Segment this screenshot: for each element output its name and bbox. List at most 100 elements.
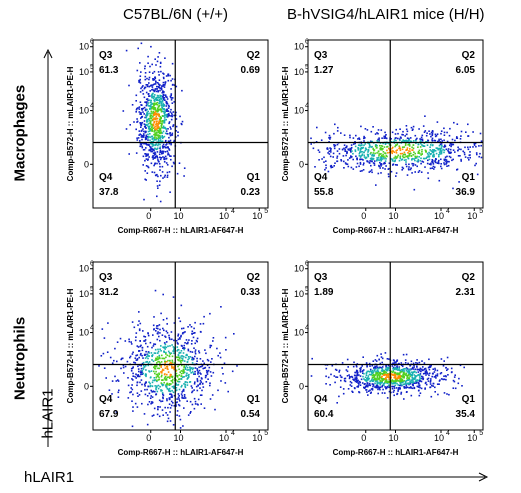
- event-dot: [401, 146, 404, 148]
- event-dot: [186, 354, 188, 356]
- event-dot: [160, 390, 162, 392]
- event-dot: [369, 170, 372, 173]
- event-dot: [416, 155, 418, 158]
- event-dot: [182, 425, 184, 427]
- event-dot: [140, 390, 143, 392]
- event-dot: [408, 145, 411, 147]
- event-dot: [160, 382, 163, 384]
- event-dot: [418, 379, 421, 382]
- event-dot: [165, 102, 168, 105]
- event-dot: [425, 369, 427, 372]
- event-dot: [372, 152, 375, 154]
- event-dot: [153, 117, 155, 119]
- event-dot: [151, 126, 153, 128]
- event-dot: [417, 381, 419, 384]
- event-dot: [435, 158, 437, 160]
- x-tick-label: 10: [434, 211, 444, 221]
- event-dot: [168, 149, 171, 151]
- event-dot: [140, 367, 143, 370]
- event-dot: [336, 143, 339, 146]
- event-dot: [356, 162, 359, 165]
- event-dot: [159, 362, 161, 364]
- event-dot: [189, 400, 192, 403]
- event-dot: [161, 374, 163, 377]
- event-dot: [432, 159, 434, 162]
- event-dot: [205, 369, 208, 372]
- event-dot: [391, 379, 394, 381]
- event-dot: [153, 78, 156, 81]
- event-dot: [400, 384, 402, 387]
- event-dot: [177, 365, 179, 368]
- event-dot: [157, 331, 159, 333]
- event-dot: [386, 369, 389, 372]
- event-dot: [368, 377, 370, 380]
- event-dot: [408, 150, 410, 152]
- event-dot: [177, 393, 180, 395]
- y-tick-exponent: 4: [305, 325, 309, 332]
- event-dot: [147, 166, 150, 169]
- event-dot: [439, 372, 442, 375]
- event-dot: [373, 376, 375, 379]
- event-dot: [334, 123, 336, 126]
- event-dot: [140, 370, 142, 372]
- event-dot: [452, 158, 454, 161]
- event-dot: [136, 375, 139, 378]
- event-dot: [165, 115, 168, 118]
- event-dot: [143, 120, 146, 122]
- event-dot: [163, 86, 166, 88]
- event-dot: [374, 365, 377, 368]
- event-dot: [371, 378, 373, 381]
- event-dot: [403, 153, 406, 156]
- event-dot: [375, 370, 377, 373]
- event-dot: [153, 83, 156, 85]
- event-dot: [169, 420, 172, 422]
- event-dot: [135, 377, 137, 379]
- event-dot: [181, 332, 184, 335]
- event-dot: [173, 162, 175, 165]
- event-dot: [390, 391, 392, 394]
- event-dot: [454, 374, 456, 376]
- event-dot: [427, 156, 429, 158]
- event-dot: [408, 382, 411, 384]
- event-dot: [349, 134, 351, 137]
- event-dot: [146, 172, 149, 174]
- event-dot: [175, 404, 177, 406]
- event-dot: [152, 78, 154, 80]
- event-dot: [169, 95, 172, 98]
- event-dot: [352, 365, 355, 368]
- event-dot: [202, 386, 205, 388]
- event-dot: [405, 387, 407, 389]
- event-dot: [166, 332, 169, 334]
- event-dot: [438, 144, 441, 147]
- event-dot: [150, 112, 153, 114]
- event-dot: [187, 326, 189, 328]
- event-dot: [152, 127, 154, 129]
- event-dot: [363, 135, 365, 138]
- event-dot: [393, 385, 395, 388]
- event-dot: [225, 349, 227, 351]
- event-dot: [120, 358, 122, 361]
- event-dot: [182, 397, 184, 399]
- event-dot: [323, 161, 325, 163]
- event-dot: [403, 379, 405, 382]
- event-dot: [165, 353, 167, 355]
- event-dot: [421, 360, 423, 362]
- event-dot: [378, 153, 380, 155]
- event-dot: [436, 133, 439, 135]
- event-dot: [147, 362, 150, 364]
- event-dot: [162, 85, 164, 87]
- event-dot: [377, 132, 379, 135]
- event-dot: [181, 89, 183, 92]
- event-dot: [160, 88, 163, 91]
- event-dot: [454, 139, 456, 142]
- event-dot: [372, 126, 374, 128]
- event-dot: [367, 385, 369, 388]
- event-dot: [147, 403, 149, 406]
- event-dot: [433, 168, 435, 170]
- event-dot: [154, 352, 157, 354]
- event-dot: [406, 376, 409, 379]
- event-dot: [457, 146, 459, 149]
- event-dot: [405, 353, 408, 356]
- event-dot: [440, 130, 443, 132]
- x-tick-label: 10: [467, 211, 477, 221]
